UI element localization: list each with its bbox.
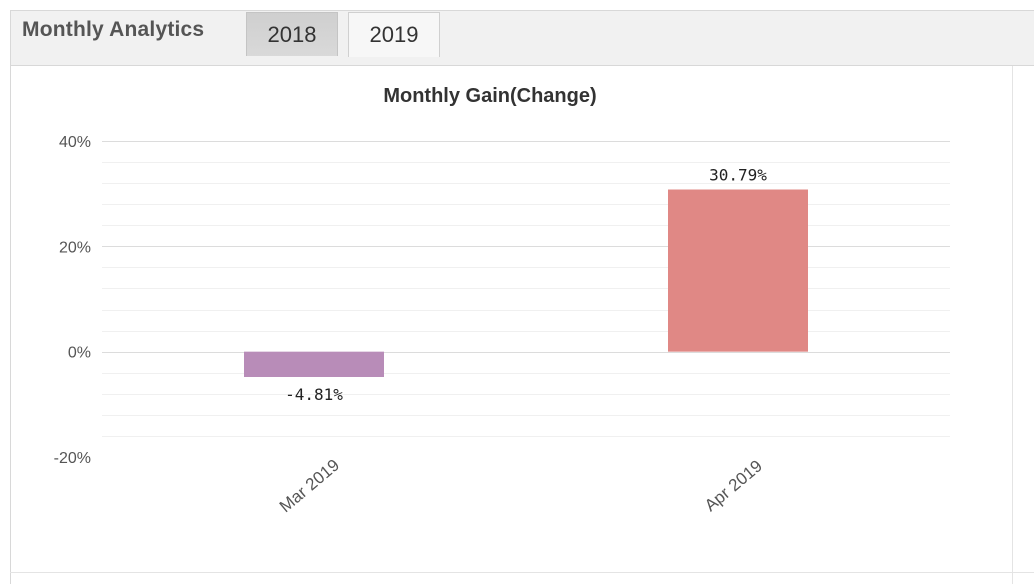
chart-panel	[10, 66, 1034, 584]
data-label: 30.79%	[709, 166, 767, 185]
panel-title: Monthly Analytics	[22, 18, 205, 41]
panel-divider-bottom	[10, 572, 1034, 573]
y-tick-label: 0%	[68, 345, 91, 362]
grid-lines	[102, 141, 950, 437]
labels: 40% 20% 0% -20% -4.81% Mar 2019 30.79% Apr 2019	[54, 134, 768, 516]
chart-title: Monthly Gain(Change)	[383, 85, 596, 107]
tab-bar	[10, 10, 1034, 66]
data-label: -4.81%	[285, 385, 343, 404]
y-tick-label: 40%	[59, 134, 91, 151]
y-tick-label: -20%	[54, 450, 91, 467]
bars	[244, 189, 808, 377]
x-tick-label: Mar 2019	[276, 455, 343, 516]
panel-divider	[1012, 66, 1013, 584]
x-tick-label: Apr 2019	[701, 456, 766, 515]
bar-mar-2019	[244, 351, 384, 377]
bar-apr-2019	[668, 189, 808, 352]
y-tick-label: 20%	[59, 239, 91, 256]
tab-2019[interactable]: 2019	[348, 12, 440, 57]
tab-2018[interactable]: 2018	[246, 12, 338, 56]
